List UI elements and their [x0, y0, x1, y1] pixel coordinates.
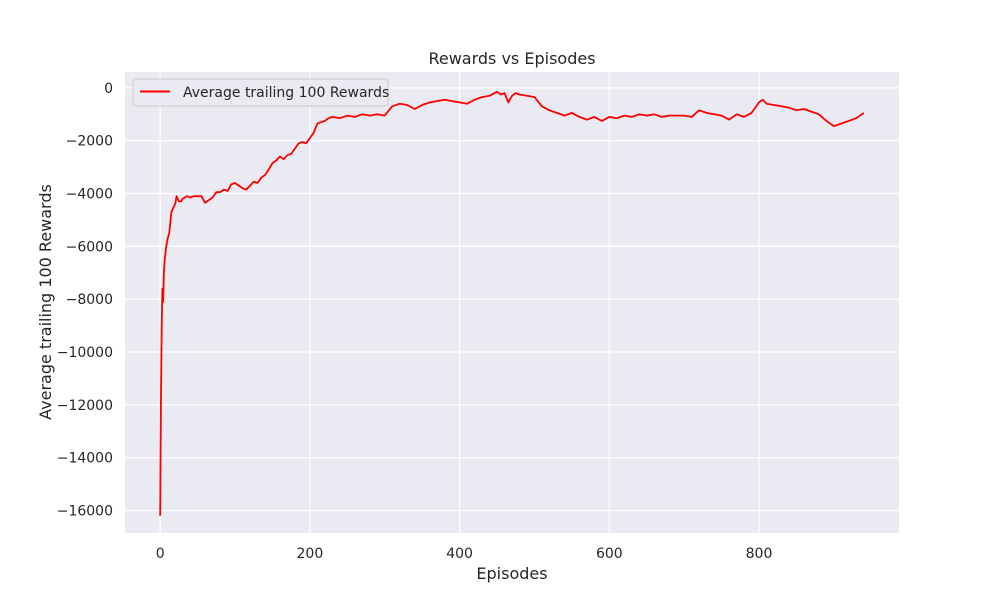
x-tick-label: 400: [446, 546, 473, 562]
x-tick-label: 800: [746, 546, 773, 562]
legend: Average trailing 100 Rewards: [132, 78, 389, 107]
series-line: [159, 90, 865, 516]
x-axis-label: Episodes: [476, 564, 547, 583]
plot-area: [125, 72, 899, 533]
legend-label: Average trailing 100 Rewards: [183, 85, 389, 101]
x-tick-label: 600: [596, 546, 623, 562]
y-tick-label: −16000: [57, 504, 113, 520]
y-tick-label: −14000: [57, 451, 113, 467]
y-tick-label: −4000: [66, 187, 113, 203]
y-tick-label: −2000: [66, 134, 113, 150]
y-tick-label: −8000: [66, 292, 113, 308]
y-tick-label: −12000: [57, 398, 113, 414]
x-tick-label: 0: [156, 546, 165, 562]
y-axis-label: Average trailing 100 Rewards: [36, 184, 55, 420]
grid-lines: [125, 72, 899, 533]
chart-title: Rewards vs Episodes: [428, 49, 595, 68]
legend-box: [132, 78, 389, 107]
x-tick-label: 200: [297, 546, 324, 562]
y-tick-label: −10000: [57, 345, 113, 361]
y-tick-label: −6000: [66, 239, 113, 255]
y-tick-label: 0: [104, 81, 113, 97]
